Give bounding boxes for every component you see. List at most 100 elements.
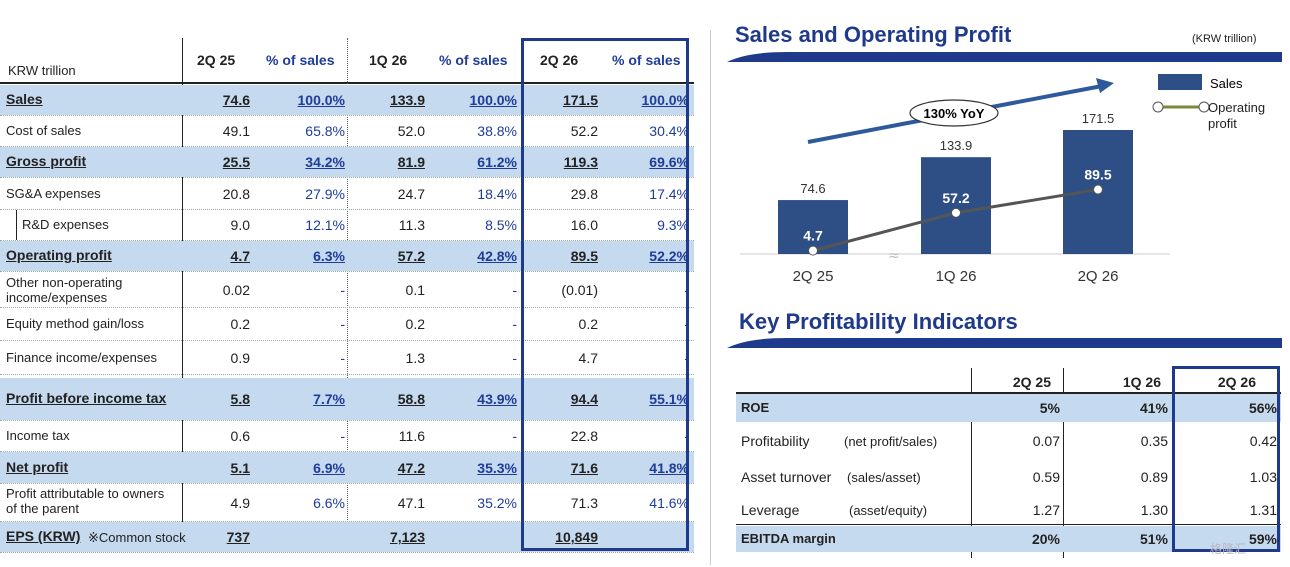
table-cell: 55.1%	[649, 391, 689, 407]
indent-marker	[16, 210, 17, 240]
row-label: Sales	[6, 91, 43, 107]
row-label: Gross profit	[6, 153, 87, 169]
sales-value-label: 133.9	[940, 138, 973, 153]
table-cell: 12.1%	[305, 217, 345, 233]
table-cell: 11.3	[398, 217, 425, 233]
row-separator	[0, 240, 694, 241]
kpi-cell: 59%	[1248, 531, 1277, 547]
table-cell: -	[340, 428, 345, 444]
column-divider	[347, 38, 348, 550]
legend-sales-label: Sales	[1210, 76, 1243, 91]
table-cell: 0.2	[230, 316, 250, 332]
kpi-row: ROE 5% 41% 56%	[736, 394, 1281, 422]
op-point	[1093, 184, 1103, 195]
income-statement-table: KRW trillion 2Q 25 % of sales 1Q 26 % of…	[0, 38, 694, 553]
watermark: 格隆汇	[1210, 542, 1247, 556]
kpi-row-label: ROE	[741, 400, 770, 415]
row-label: Net profit	[6, 459, 69, 475]
op-point	[808, 245, 818, 256]
row-separator	[0, 307, 694, 308]
table-cell: 171.5	[562, 92, 598, 108]
row-separator	[0, 209, 694, 210]
op-point	[951, 207, 961, 218]
table-cell: 1.3	[405, 350, 425, 366]
row-label: Profit before income tax	[6, 390, 167, 406]
table-cell: 27.9%	[305, 186, 345, 202]
column-divider	[182, 38, 183, 550]
table-cell: -	[512, 282, 517, 298]
table-cell: 0.6	[230, 428, 250, 444]
op-value-label: 57.2	[942, 190, 969, 206]
kpi-cell: 41%	[1139, 400, 1168, 416]
table-row: EPS (KRW) ※Common stock 737 7,123 10,849	[0, 522, 694, 552]
kpi-row: Leverage (asset/equity) 1.27 1.30 1.31	[736, 496, 1281, 524]
table-cell: 5.8	[230, 391, 250, 407]
table-cell: 9.3%	[657, 217, 689, 233]
table-row: Cost of sales 49.1 65.8% 52.0 38.8% 52.2 30.4%	[0, 116, 694, 146]
row-separator	[0, 115, 694, 116]
kpi-cell: 20%	[1031, 531, 1060, 547]
row-separator	[0, 177, 694, 178]
table-cell: -	[340, 282, 345, 298]
row-separator	[0, 521, 694, 522]
sales-op-chart: 74.6 2Q 25 133.9 1Q 26 171.5 2Q 26 4.7 57.2 89.5…	[740, 74, 1265, 285]
yoy-arrow-head	[1096, 78, 1114, 93]
row-separator	[0, 271, 694, 272]
table-cell: 94.4	[570, 391, 598, 407]
table-cell: 29.8	[570, 186, 598, 202]
table-cell: 100.0%	[297, 92, 345, 108]
kpi-cell: 1.30	[1140, 502, 1168, 518]
unit-label: KRW trillion	[8, 63, 76, 78]
table-row: Operating profit 4.7 6.3% 57.2 42.8% 89.5 52.2…	[0, 241, 694, 271]
table-cell: (0.01)	[561, 282, 598, 298]
table-cell: 47.1	[397, 495, 425, 511]
table-cell: 30.4%	[649, 123, 689, 139]
table-cell: 4.7	[230, 248, 250, 264]
table-cell: 61.2%	[477, 154, 517, 170]
category-label: 2Q 25	[793, 268, 834, 285]
table-cell: 22.8	[570, 428, 598, 444]
kpi-row-label: Profitability	[741, 433, 810, 449]
table-cell: 58.8	[397, 391, 425, 407]
table-row: Net profit 5.1 6.9% 47.2 35.3% 71.6 41.8%	[0, 452, 694, 483]
kpi-title-underline	[727, 338, 1282, 348]
legend-op-marker	[1198, 101, 1210, 113]
table-cell: 100.0%	[469, 92, 517, 108]
table-cell: 71.3	[570, 495, 598, 511]
axis-break-icon: ≈	[888, 248, 900, 264]
table-cell: 4.9	[230, 495, 250, 511]
table-cell: 9.0	[230, 217, 250, 233]
table-cell: 25.5	[222, 154, 250, 170]
row-label: R&D expenses	[22, 217, 109, 232]
table-row: R&D expenses 9.0 12.1% 11.3 8.5% 16.0 9.3%	[0, 210, 694, 240]
table-cell: 52.2	[570, 123, 598, 139]
kpi-row: EBITDA margin 20% 51% 59%	[736, 526, 1281, 552]
legend-sales-swatch	[1158, 74, 1202, 90]
kpi-row-formula: (asset/equity)	[849, 503, 928, 518]
legend-op-marker	[1152, 101, 1164, 113]
table-cell: 81.9	[397, 154, 425, 170]
kpi-highlight-frame-2q26	[1172, 366, 1280, 552]
kpi-cell: 0.35	[1140, 433, 1168, 449]
table-cell: -	[340, 316, 345, 332]
chart-unit: (KRW trillion)	[1192, 33, 1257, 45]
table-cell: 6.9%	[313, 460, 345, 476]
row-separator	[0, 146, 694, 147]
row-label: Cost of sales	[6, 123, 82, 138]
yoy-label: 130% YoY	[924, 106, 985, 121]
table-cell: 65.8%	[305, 123, 345, 139]
kpi-cell: 1.03	[1249, 469, 1277, 485]
kpi-title: Key Profitability Indicators	[739, 309, 1018, 334]
kpi-row: Profitability (net profit/sales) 0.07 0.35 0…	[736, 424, 1281, 458]
row-separator	[0, 552, 694, 553]
kpi-table: 2Q 25 1Q 26 2Q 26 ROE 5% 41% 56% Profitabili…	[736, 368, 1281, 558]
kpi-header-divider	[736, 392, 1281, 394]
kpi-row-label: Leverage	[741, 502, 800, 518]
kpi-cell: 1.31	[1249, 502, 1277, 518]
kpi-row-separator	[736, 524, 1281, 525]
kpi-col-1q26: 1Q 26	[1122, 374, 1161, 390]
table-cell: 41.8%	[649, 460, 689, 476]
op-value-label: 4.7	[803, 228, 823, 244]
row-label: Finance income/expenses	[6, 350, 158, 365]
row-separator	[0, 374, 694, 375]
